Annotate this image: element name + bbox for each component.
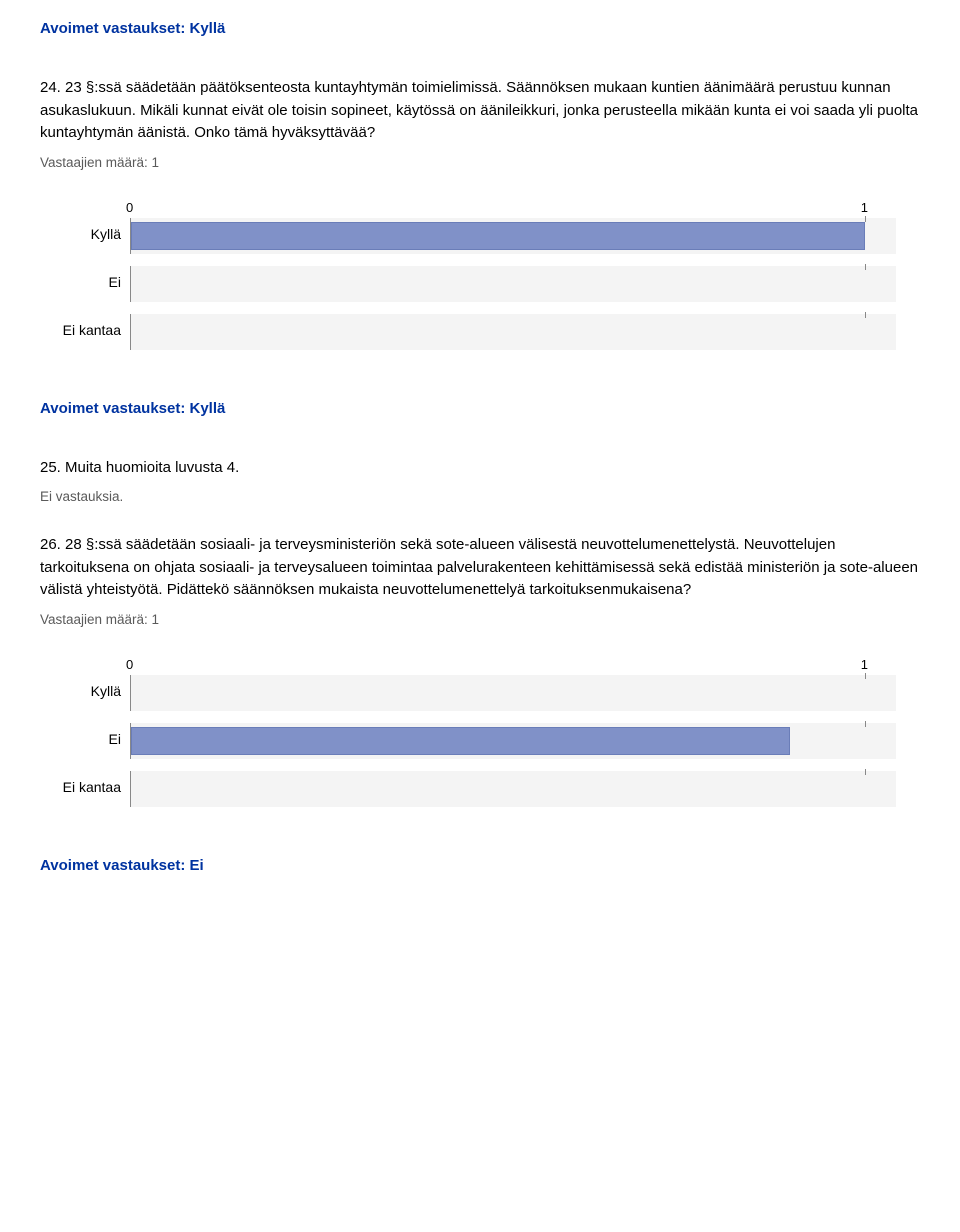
question-25: 25. Muita huomioita luvusta 4. (40, 457, 920, 480)
open-answers-heading-3: Avoimet vastaukset: Ei (40, 857, 920, 874)
chart-row: Ei (130, 723, 896, 759)
chart-row-label: Ei kantaa (63, 322, 131, 338)
question-26-chart: 0 1 Kyllä Ei Ei kantaa (130, 657, 920, 807)
chart-tick (865, 216, 866, 222)
open-answers-heading-1: Avoimet vastaukset: Kyllä (40, 20, 920, 37)
chart-tick (865, 769, 866, 775)
chart-tick (865, 673, 866, 679)
question-26-text: 26. 28 §:ssä säädetään sosiaali- ja terv… (40, 534, 920, 602)
chart-row-label: Ei (109, 274, 131, 290)
chart-row: Kyllä (130, 675, 896, 711)
question-26-respondents: Vastaajien määrä: 1 (40, 612, 920, 627)
question-25-text: 25. Muita huomioita luvusta 4. (40, 457, 920, 480)
axis-label-max: 1 (861, 657, 868, 672)
chart-row: Ei (130, 266, 896, 302)
chart-tick (865, 312, 866, 318)
axis-label-max: 1 (861, 200, 868, 215)
question-25-no-answers: Ei vastauksia. (40, 489, 920, 504)
chart-row: Ei kantaa (130, 771, 896, 807)
chart-axis-labels: 0 1 (130, 657, 896, 675)
chart-row-label: Ei (109, 731, 131, 747)
question-24-respondents: Vastaajien määrä: 1 (40, 155, 920, 170)
chart-row: Kyllä (130, 218, 896, 254)
chart-row: Ei kantaa (130, 314, 896, 350)
question-26: 26. 28 §:ssä säädetään sosiaali- ja terv… (40, 534, 920, 602)
chart-tick (865, 721, 866, 727)
question-24-chart: 0 1 Kyllä Ei Ei kantaa (130, 200, 920, 350)
chart-row-label: Ei kantaa (63, 779, 131, 795)
question-24: 24. 23 §:ssä säädetään päätöksenteosta k… (40, 77, 920, 145)
chart-row-label: Kyllä (91, 683, 131, 699)
question-24-text: 24. 23 §:ssä säädetään päätöksenteosta k… (40, 77, 920, 145)
open-answers-heading-2: Avoimet vastaukset: Kyllä (40, 400, 920, 417)
axis-label-min: 0 (126, 200, 133, 215)
chart-tick (865, 264, 866, 270)
axis-label-min: 0 (126, 657, 133, 672)
chart-axis-labels: 0 1 (130, 200, 896, 218)
chart-bar (131, 222, 865, 250)
chart-row-label: Kyllä (91, 226, 131, 242)
chart-bar (131, 727, 790, 755)
